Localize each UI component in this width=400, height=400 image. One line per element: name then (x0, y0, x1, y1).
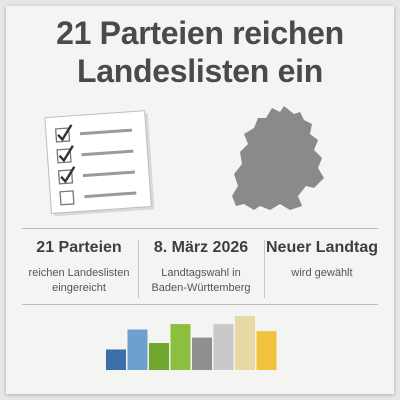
stat-caption: wird gewählt (266, 266, 378, 281)
divider-top (22, 228, 378, 229)
page-title: 21 Parteien reichen Landeslisten ein (0, 14, 400, 90)
stat-caption: Landtagswahl in Baden-Württemberg (140, 266, 262, 296)
stat-headline: 21 Parteien (36, 239, 122, 256)
stat-caption-line: reichen Landeslisten (28, 267, 130, 279)
stat-headline: Neuer Landtag (266, 239, 379, 256)
decorative-bar (170, 324, 191, 370)
title-line-1: 21 Parteien reichen (56, 15, 344, 51)
baden-wuerttemberg-map-icon (232, 106, 324, 210)
stat-caption-line: Baden-Württemberg (151, 282, 251, 294)
decorative-bar (192, 337, 212, 370)
stat-caption-line: Landtagswahl in (161, 267, 241, 279)
title-line-2: Landeslisten ein (77, 53, 323, 89)
stat-caption-line: wird gewählt (291, 267, 353, 279)
divider-bottom (22, 304, 378, 305)
stat-caption: reichen Landeslisten eingereicht (22, 266, 136, 296)
checked-box-icon (54, 124, 133, 143)
stat-date: 8. März 2026 Landtagswahl in Baden-Württ… (140, 238, 262, 298)
checked-box-icon (56, 145, 134, 164)
stat-parliament: Neuer Landtag wird gewählt (266, 238, 378, 298)
decorative-bar (149, 343, 169, 370)
checklist-icon (44, 110, 154, 216)
decorative-bar (106, 349, 126, 370)
decorative-bar-graphic (106, 316, 277, 370)
decorative-bar (235, 316, 255, 370)
column-separator (138, 240, 139, 298)
decorative-bar (213, 324, 234, 370)
empty-box-icon (59, 190, 137, 206)
checked-box-icon (57, 166, 135, 185)
column-separator (264, 240, 265, 298)
stat-parties: 21 Parteien reichen Landeslisten eingere… (22, 238, 136, 298)
decorative-bar (256, 331, 277, 370)
decorative-bar (127, 329, 148, 370)
stat-headline: 8. März 2026 (153, 239, 249, 256)
stat-caption-line: eingereicht (52, 282, 106, 294)
